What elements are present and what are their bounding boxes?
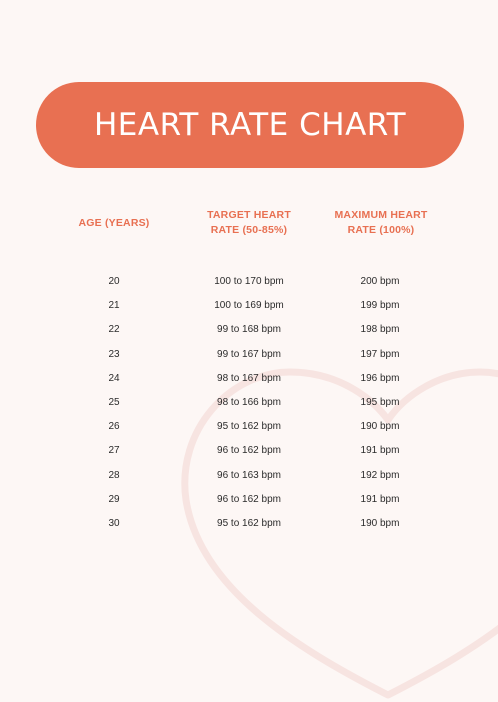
table-row: 27 96 to 162 bpm 191 bpm <box>0 439 498 463</box>
age-cell: 23 <box>108 348 120 360</box>
target-rate-cell: 96 to 162 bpm <box>217 493 281 505</box>
max-rate-cell: 196 bpm <box>360 372 400 384</box>
max-rate-cell: 191 bpm <box>360 445 400 457</box>
age-cell: 21 <box>108 300 120 312</box>
table-row: 28 96 to 163 bpm 192 bpm <box>0 464 498 488</box>
target-rate-cell: 100 to 169 bpm <box>214 300 284 312</box>
table-row: 24 98 to 167 bpm 196 bpm <box>0 367 498 391</box>
heart-rate-table: 20 100 to 170 bpm 200 bpm 21 100 to 169 … <box>0 270 498 536</box>
table-row: 20 100 to 170 bpm 200 bpm <box>0 270 498 294</box>
max-rate-cell: 192 bpm <box>360 469 400 481</box>
column-header-max-line2: RATE (100%) <box>347 224 415 236</box>
column-header-max-line1: MAXIMUM HEART <box>334 209 428 221</box>
max-rate-cell: 190 bpm <box>360 421 400 433</box>
table-row: 29 96 to 162 bpm 191 bpm <box>0 488 498 512</box>
target-rate-cell: 99 to 168 bpm <box>217 324 281 336</box>
max-rate-cell: 199 bpm <box>360 300 400 312</box>
age-cell: 26 <box>108 421 120 433</box>
target-rate-cell: 98 to 166 bpm <box>217 396 281 408</box>
title-banner: HEART RATE CHART <box>36 82 464 168</box>
target-rate-cell: 96 to 162 bpm <box>217 445 281 457</box>
table-row: 26 95 to 162 bpm 190 bpm <box>0 415 498 439</box>
column-header-age: AGE (YEARS) <box>54 216 174 231</box>
target-rate-cell: 98 to 167 bpm <box>217 372 281 384</box>
age-cell: 24 <box>108 372 120 384</box>
max-rate-cell: 200 bpm <box>360 276 400 287</box>
max-rate-cell: 197 bpm <box>360 348 400 360</box>
age-cell: 30 <box>108 517 120 529</box>
age-cell: 28 <box>108 469 120 481</box>
max-rate-cell: 190 bpm <box>360 517 400 529</box>
page-title: HEART RATE CHART <box>93 107 407 143</box>
age-cell: 20 <box>108 276 120 287</box>
target-rate-cell: 99 to 167 bpm <box>217 348 281 360</box>
target-rate-cell: 100 to 170 bpm <box>214 276 284 287</box>
target-rate-cell: 96 to 163 bpm <box>217 469 281 481</box>
max-rate-cell: 198 bpm <box>360 324 400 336</box>
table-row: 22 99 to 168 bpm 198 bpm <box>0 318 498 342</box>
table-row: 30 95 to 162 bpm 190 bpm <box>0 512 498 536</box>
column-header-max: MAXIMUM HEART RATE (100%) <box>321 208 441 238</box>
age-cell: 25 <box>108 396 120 408</box>
age-cell: 27 <box>108 445 120 457</box>
max-rate-cell: 195 bpm <box>360 396 400 408</box>
max-rate-cell: 191 bpm <box>360 493 400 505</box>
table-row: 25 98 to 166 bpm 195 bpm <box>0 391 498 415</box>
table-row: 23 99 to 167 bpm 197 bpm <box>0 343 498 367</box>
age-cell: 22 <box>108 324 120 336</box>
column-header-target-line2: RATE (50-85%) <box>210 224 288 236</box>
column-header-age-label: AGE (YEARS) <box>78 217 150 229</box>
column-header-target: TARGET HEART RATE (50-85%) <box>189 208 309 238</box>
target-rate-cell: 95 to 162 bpm <box>217 421 281 433</box>
target-rate-cell: 95 to 162 bpm <box>217 517 281 529</box>
age-cell: 29 <box>108 493 120 505</box>
column-header-target-line1: TARGET HEART <box>207 209 291 221</box>
table-row: 21 100 to 169 bpm 199 bpm <box>0 294 498 318</box>
